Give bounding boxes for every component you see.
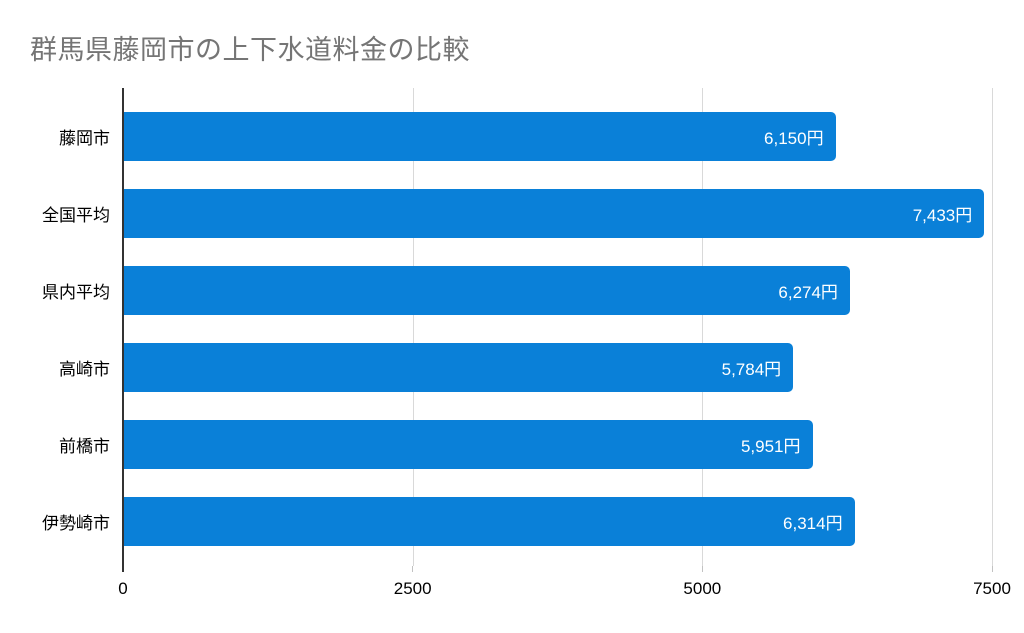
category-label: 県内平均 (42, 283, 110, 302)
axis-tick (991, 566, 993, 572)
category-label: 全国平均 (42, 206, 110, 225)
x-tick-label: 2500 (393, 579, 432, 598)
x-tick-label: 5000 (683, 579, 722, 598)
bar: 5,784円 (123, 343, 794, 392)
gridline (702, 88, 704, 566)
bars-container: 6,150円 7,433円 6,274円 5,784円 5,951円 6,314円 (123, 112, 992, 546)
x-axis: 0 2500 5000 7500 (118, 566, 1011, 616)
gridline (992, 88, 993, 566)
plot-area: 6,150円 7,433円 6,274円 5,784円 5,951円 6,314円 (122, 88, 993, 572)
bar-value-label: 6,150円 (764, 129, 824, 148)
x-tick-label: 7500 (973, 579, 1011, 598)
bar: 5,951円 (123, 420, 813, 469)
bar: 6,150円 (123, 112, 836, 161)
category-label: 伊勢崎市 (42, 514, 110, 533)
x-tick-label: 0 (118, 579, 128, 598)
bar: 6,314円 (123, 497, 855, 546)
y-axis-line (122, 88, 124, 572)
category-label: 高崎市 (59, 360, 110, 379)
bar-value-label: 6,274円 (778, 283, 838, 302)
category-label: 藤岡市 (59, 129, 110, 148)
category-axis: 藤岡市全国平均県内平均高崎市前橋市伊勢崎市 (0, 112, 110, 546)
bar-value-label: 5,784円 (721, 360, 782, 379)
bar-value-label: 5,951円 (740, 437, 801, 456)
bar: 6,274円 (123, 266, 850, 315)
axis-tick (412, 566, 414, 572)
axis-tick (701, 566, 703, 572)
gridline (412, 88, 414, 566)
bar: 7,433円 (123, 189, 985, 238)
bar-value-label: 6,314円 (783, 514, 843, 533)
bar-value-label: 7,433円 (912, 206, 973, 225)
chart-title: 群馬県藤岡市の上下水道料金の比較 (30, 35, 470, 65)
category-label: 前橋市 (59, 437, 110, 456)
